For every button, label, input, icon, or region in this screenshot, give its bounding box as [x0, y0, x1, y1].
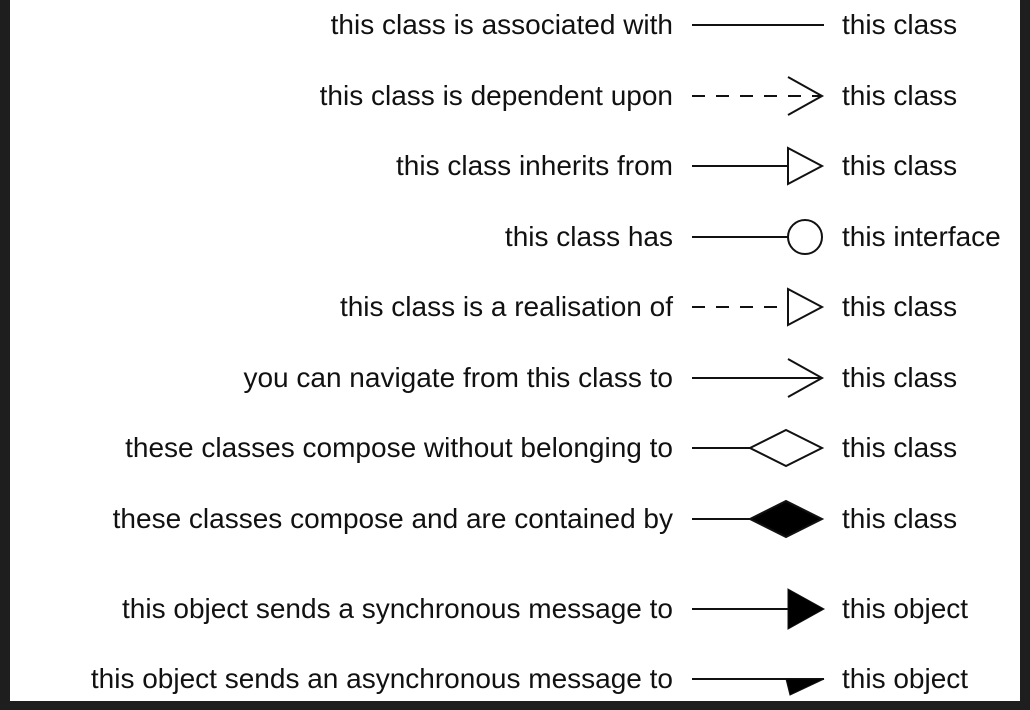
asynchronous-message-arrow-icon — [692, 678, 825, 696]
inheritance-arrow-icon — [692, 146, 825, 186]
asynchronous-message-right-label: this object — [842, 663, 969, 694]
composition-right-label: this class — [842, 503, 958, 534]
uml-legend-panel: this class is associated with this class… — [10, 0, 1020, 701]
legend-row-interface: this class has this interface — [10, 212, 1020, 262]
synchronous-message-arrow-icon — [692, 588, 826, 630]
association-right-label: this class — [842, 9, 958, 40]
realisation-left-label: this class is a realisation of — [339, 291, 673, 322]
navigation-left-label: you can navigate from this class to — [243, 362, 673, 393]
navigation-right-label: this class — [842, 362, 958, 393]
association-line-icon — [692, 24, 824, 26]
aggregation-right-label: this class — [842, 432, 958, 463]
aggregation-left-label: these classes compose without belonging … — [125, 432, 673, 463]
interface-lollipop-icon — [692, 219, 823, 255]
legend-row-synchronous-message: this object sends a synchronous message … — [10, 584, 1020, 634]
inheritance-right-label: this class — [842, 150, 958, 181]
interface-left-label: this class has — [504, 221, 673, 252]
interface-right-label: this interface — [842, 221, 1001, 252]
aggregation-diamond-icon — [692, 428, 825, 468]
realisation-right-label: this class — [842, 291, 958, 322]
legend-row-navigation: you can navigate from this class to this… — [10, 353, 1020, 403]
synchronous-message-left-label: this object sends a synchronous message … — [122, 593, 673, 624]
navigation-arrow-icon — [692, 358, 825, 398]
realisation-arrow-icon — [692, 287, 825, 327]
composition-diamond-icon — [692, 499, 825, 539]
synchronous-message-right-label: this object — [842, 593, 969, 624]
legend-row-asynchronous-message: this object sends an asynchronous messag… — [10, 654, 1020, 701]
legend-row-dependency: this class is dependent upon this class — [10, 71, 1020, 121]
legend-row-association: this class is associated with this class — [10, 0, 1020, 50]
legend-row-realisation: this class is a realisation of this clas… — [10, 282, 1020, 332]
dependency-right-label: this class — [842, 80, 958, 111]
legend-row-aggregation: these classes compose without belonging … — [10, 423, 1020, 473]
inheritance-left-label: this class inherits from — [396, 150, 673, 181]
asynchronous-message-left-label: this object sends an asynchronous messag… — [90, 663, 673, 694]
dependency-left-label: this class is dependent upon — [319, 80, 673, 111]
association-left-label: this class is associated with — [330, 9, 673, 40]
composition-left-label: these classes compose and are contained … — [112, 503, 673, 534]
legend-row-inheritance: this class inherits from this class — [10, 141, 1020, 191]
legend-row-composition: these classes compose and are contained … — [10, 494, 1020, 544]
dependency-arrow-icon — [692, 76, 825, 116]
